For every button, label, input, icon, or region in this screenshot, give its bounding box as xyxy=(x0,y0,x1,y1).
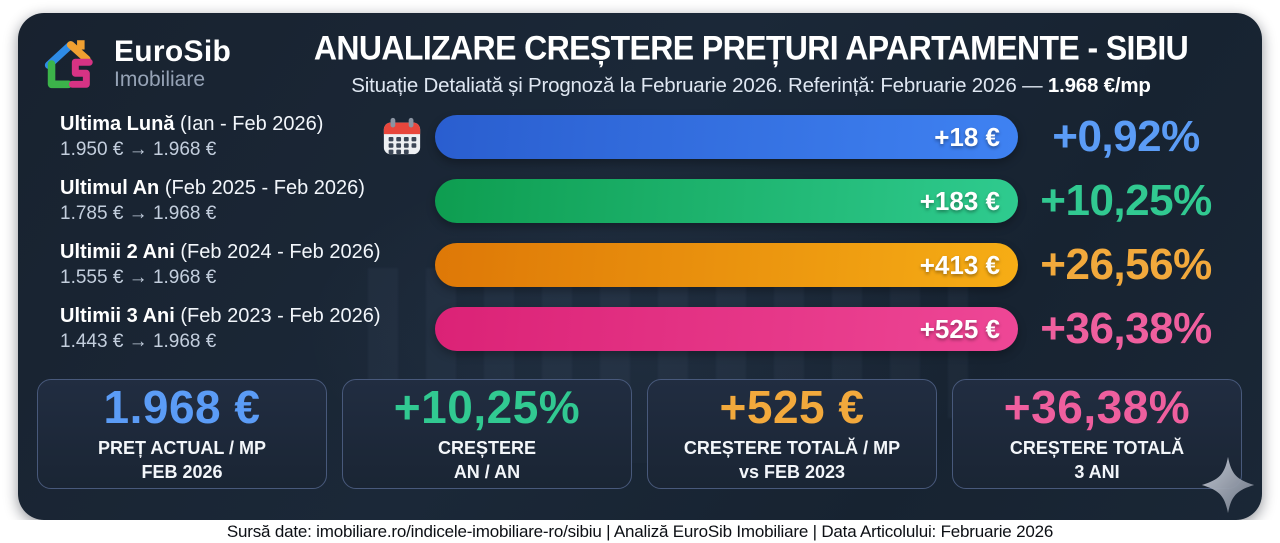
bar-delta-value: +413 € xyxy=(919,249,1000,280)
period-name: Ultimii 3 Ani xyxy=(60,305,175,327)
row-label: Ultimii 2 Ani (Feb 2024 - Feb 2026) 1.55… xyxy=(60,241,435,289)
bar-chart: Ultima Lună (Ian - Feb 2026) 1.950 € → 1… xyxy=(18,112,1262,353)
subtitle-text: Situație Detaliată și Prognoză la Februa… xyxy=(351,74,1048,97)
row-label-text: Ultimii 2 Ani (Feb 2024 - Feb 2026) 1.55… xyxy=(60,241,381,289)
bar-last-3-years: +525 € xyxy=(435,307,1018,351)
stat-label: PREȚ ACTUAL / MP FEB 2026 xyxy=(97,438,266,482)
stat-label: CREȘTERE TOTALĂ 3 ANI xyxy=(1009,438,1185,482)
brand-name: EuroSib xyxy=(114,34,232,68)
bar-last-year: +183 € xyxy=(435,179,1018,223)
price-change-text: 1.443 € → 1.968 € xyxy=(60,331,217,352)
row-label-text: Ultimul An (Feb 2025 - Feb 2026) 1.785 €… xyxy=(60,177,365,225)
percent-last-3-years: +36,38% xyxy=(1040,304,1212,353)
title-block: ANUALIZARE CREȘTERE PREȚURI APARTAMENTE … xyxy=(274,28,1234,98)
stat-card-total-growth-pct: +36,38% CREȘTERE TOTALĂ 3 ANI xyxy=(952,379,1242,489)
brand-tagline: Imobiliare xyxy=(114,68,206,92)
sparkle-icon xyxy=(1201,456,1255,514)
bar-last-2-years: +413 € xyxy=(435,243,1018,287)
chart-row-last-2-years: Ultimii 2 Ani (Feb 2024 - Feb 2026) 1.55… xyxy=(60,240,1242,289)
price-change-text: 1.555 € → 1.968 € xyxy=(60,267,217,288)
row-label: Ultima Lună (Ian - Feb 2026) 1.950 € → 1… xyxy=(60,113,435,161)
stat-card-total-growth-eur: +525 € CREȘTERE TOTALĂ / MP vs FEB 2023 xyxy=(647,379,937,489)
row-label: Ultimul An (Feb 2025 - Feb 2026) 1.785 €… xyxy=(60,177,435,225)
bar-delta-value: +525 € xyxy=(919,313,1000,344)
chart-row-last-year: Ultimul An (Feb 2025 - Feb 2026) 1.785 €… xyxy=(60,176,1242,225)
stat-card-yoy-growth: +10,25% CREȘTERE AN / AN xyxy=(342,379,632,489)
brand-text: EuroSib Imobiliare xyxy=(114,36,231,93)
subtitle-reference-price: 1.968 €/mp xyxy=(1047,74,1151,97)
period-range: (Feb 2023 - Feb 2026) xyxy=(180,305,381,327)
percent-last-2-years: +26,56% xyxy=(1040,240,1212,289)
page-subtitle: Situație Detaliată și Prognoză la Februa… xyxy=(274,74,1228,98)
eurosib-logo-icon xyxy=(44,40,93,89)
bar-delta-value: +18 € xyxy=(934,121,1000,152)
stat-label: CREȘTERE TOTALĂ / MP vs FEB 2023 xyxy=(683,438,901,482)
period-range: (Feb 2024 - Feb 2026) xyxy=(180,241,381,263)
row-label: Ultimii 3 Ani (Feb 2023 - Feb 2026) 1.44… xyxy=(60,305,435,353)
percent-last-year: +10,25% xyxy=(1040,176,1212,225)
stat-card-current-price: 1.968 € PREȚ ACTUAL / MP FEB 2026 xyxy=(37,379,327,489)
row-label-text: Ultima Lună (Ian - Feb 2026) 1.950 € → 1… xyxy=(60,113,323,161)
header: EuroSib Imobiliare ANUALIZARE CREȘTERE P… xyxy=(18,13,1262,98)
bar-delta-value: +183 € xyxy=(919,185,1000,216)
row-label-text: Ultimii 3 Ani (Feb 2023 - Feb 2026) 1.44… xyxy=(60,305,381,353)
stat-value: +36,38% xyxy=(1003,381,1191,434)
price-change-text: 1.785 € → 1.968 € xyxy=(60,203,217,224)
source-footer: Sursă date: imobiliare.ro/indicele-imobi… xyxy=(0,520,1280,543)
price-change-text: 1.950 € → 1.968 € xyxy=(60,139,217,160)
chart-row-last-3-years: Ultimii 3 Ani (Feb 2023 - Feb 2026) 1.44… xyxy=(60,304,1242,353)
calendar-icon xyxy=(383,117,421,155)
period-name: Ultimul An xyxy=(60,177,160,199)
period-name: Ultima Lună xyxy=(60,113,175,135)
stat-value: +10,25% xyxy=(393,381,581,434)
brand-logo: EuroSib Imobiliare xyxy=(44,35,274,93)
stat-value: +525 € xyxy=(719,381,865,434)
percent-last-month: +0,92% xyxy=(1052,112,1200,161)
infographic-card: EuroSib Imobiliare ANUALIZARE CREȘTERE P… xyxy=(18,13,1262,520)
chart-row-last-month: Ultima Lună (Ian - Feb 2026) 1.950 € → 1… xyxy=(60,112,1242,161)
period-name: Ultimii 2 Ani xyxy=(60,241,175,263)
bar-last-month: +18 € xyxy=(435,115,1018,159)
summary-stats: 1.968 € PREȚ ACTUAL / MP FEB 2026 +10,25%… xyxy=(37,379,1242,489)
footer-text: Sursă date: imobiliare.ro/indicele-imobi… xyxy=(226,521,1054,541)
period-range: (Ian - Feb 2026) xyxy=(180,113,324,135)
period-range: (Feb 2025 - Feb 2026) xyxy=(164,177,365,199)
stat-label: CREȘTERE AN / AN xyxy=(437,438,536,482)
stat-value: 1.968 € xyxy=(103,381,261,434)
page-title: ANUALIZARE CREȘTERE PREȚURI APARTAMENTE … xyxy=(313,28,1189,68)
